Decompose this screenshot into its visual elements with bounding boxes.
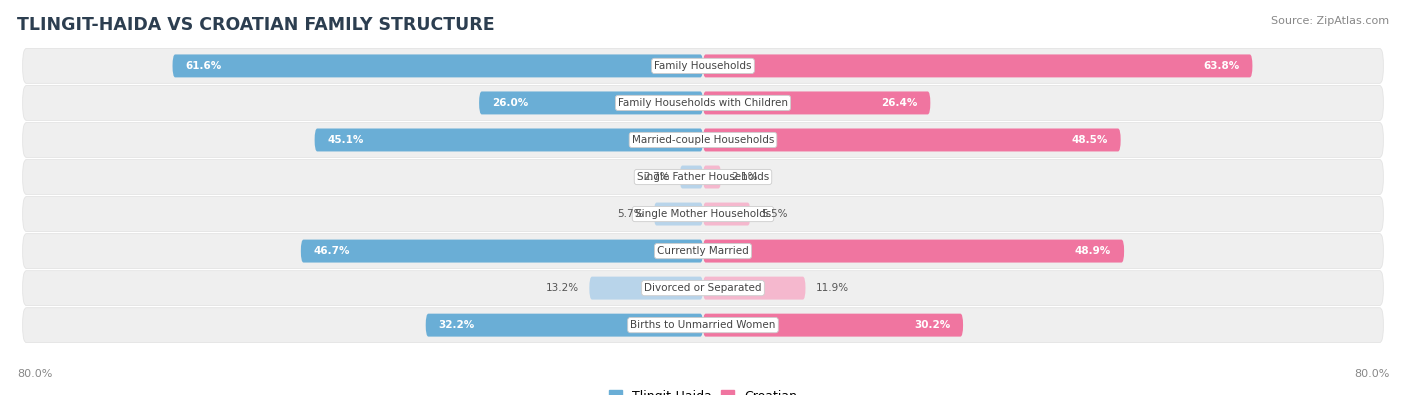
Text: Married-couple Households: Married-couple Households bbox=[631, 135, 775, 145]
FancyBboxPatch shape bbox=[654, 203, 703, 226]
Text: TLINGIT-HAIDA VS CROATIAN FAMILY STRUCTURE: TLINGIT-HAIDA VS CROATIAN FAMILY STRUCTU… bbox=[17, 16, 495, 34]
FancyBboxPatch shape bbox=[703, 55, 1253, 77]
FancyBboxPatch shape bbox=[703, 276, 806, 299]
Text: 48.9%: 48.9% bbox=[1076, 246, 1111, 256]
Text: Single Father Households: Single Father Households bbox=[637, 172, 769, 182]
Text: 13.2%: 13.2% bbox=[546, 283, 579, 293]
FancyBboxPatch shape bbox=[22, 122, 1384, 157]
Text: Family Households with Children: Family Households with Children bbox=[619, 98, 787, 108]
FancyBboxPatch shape bbox=[301, 240, 703, 263]
Text: Family Households: Family Households bbox=[654, 61, 752, 71]
Text: 11.9%: 11.9% bbox=[815, 283, 849, 293]
Text: Currently Married: Currently Married bbox=[657, 246, 749, 256]
FancyBboxPatch shape bbox=[22, 234, 1384, 269]
FancyBboxPatch shape bbox=[589, 276, 703, 299]
FancyBboxPatch shape bbox=[703, 92, 931, 115]
FancyBboxPatch shape bbox=[22, 160, 1384, 194]
FancyBboxPatch shape bbox=[22, 308, 1384, 342]
Legend: Tlingit-Haida, Croatian: Tlingit-Haida, Croatian bbox=[609, 389, 797, 395]
FancyBboxPatch shape bbox=[22, 49, 1384, 83]
Text: Divorced or Separated: Divorced or Separated bbox=[644, 283, 762, 293]
FancyBboxPatch shape bbox=[703, 203, 751, 226]
FancyBboxPatch shape bbox=[22, 86, 1384, 120]
FancyBboxPatch shape bbox=[173, 55, 703, 77]
Text: 5.7%: 5.7% bbox=[617, 209, 644, 219]
Text: 2.7%: 2.7% bbox=[643, 172, 669, 182]
Text: 80.0%: 80.0% bbox=[17, 369, 52, 379]
FancyBboxPatch shape bbox=[703, 166, 721, 188]
Text: 5.5%: 5.5% bbox=[761, 209, 787, 219]
FancyBboxPatch shape bbox=[703, 240, 1125, 263]
Text: 30.2%: 30.2% bbox=[914, 320, 950, 330]
FancyBboxPatch shape bbox=[679, 166, 703, 188]
Text: 80.0%: 80.0% bbox=[1354, 369, 1389, 379]
Text: Source: ZipAtlas.com: Source: ZipAtlas.com bbox=[1271, 16, 1389, 26]
Text: 45.1%: 45.1% bbox=[328, 135, 364, 145]
Text: 48.5%: 48.5% bbox=[1071, 135, 1108, 145]
Text: 63.8%: 63.8% bbox=[1204, 61, 1240, 71]
Text: 26.0%: 26.0% bbox=[492, 98, 529, 108]
Text: 2.1%: 2.1% bbox=[731, 172, 758, 182]
Text: 61.6%: 61.6% bbox=[186, 61, 222, 71]
Text: 32.2%: 32.2% bbox=[439, 320, 475, 330]
FancyBboxPatch shape bbox=[315, 128, 703, 151]
Text: 46.7%: 46.7% bbox=[314, 246, 350, 256]
FancyBboxPatch shape bbox=[22, 197, 1384, 231]
Text: Single Mother Households: Single Mother Households bbox=[636, 209, 770, 219]
FancyBboxPatch shape bbox=[703, 128, 1121, 151]
FancyBboxPatch shape bbox=[703, 314, 963, 337]
FancyBboxPatch shape bbox=[426, 314, 703, 337]
FancyBboxPatch shape bbox=[479, 92, 703, 115]
Text: 26.4%: 26.4% bbox=[882, 98, 918, 108]
FancyBboxPatch shape bbox=[22, 271, 1384, 305]
Text: Births to Unmarried Women: Births to Unmarried Women bbox=[630, 320, 776, 330]
